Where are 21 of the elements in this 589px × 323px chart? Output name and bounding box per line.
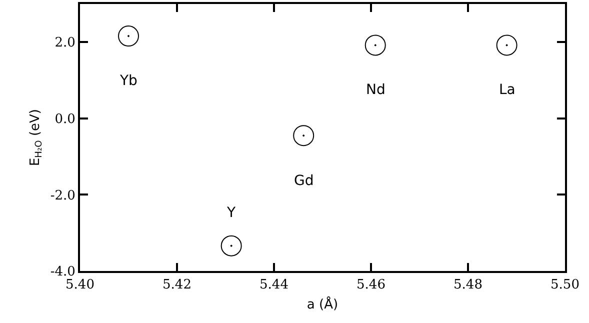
x-tick-label: 5.40 — [66, 278, 94, 293]
y-tick-label: -2.0 — [50, 188, 76, 204]
x-tick-label: 5.50 — [550, 278, 580, 293]
annotation: Nd — [366, 82, 386, 98]
y-tick-label: 0.0 — [54, 112, 76, 127]
point — [220, 235, 242, 256]
annotation: Yb — [119, 73, 138, 89]
x-tick-label: 5.42 — [162, 278, 192, 293]
x-tick-label: 5.48 — [454, 278, 482, 293]
annotation: Y — [226, 205, 236, 221]
x-tick-label: 5.44 — [260, 278, 288, 293]
y-tick-label: 2.0 — [54, 36, 76, 51]
point — [364, 34, 386, 56]
x-tick-label: 5.46 — [356, 278, 386, 293]
point — [496, 34, 518, 56]
annotation: La — [499, 82, 516, 98]
point — [293, 125, 314, 146]
x-axis-title: a (Å) — [306, 296, 338, 313]
point — [118, 26, 139, 47]
annotation: Gd — [294, 173, 314, 189]
y-tick-label: -4.0 — [50, 264, 76, 280]
